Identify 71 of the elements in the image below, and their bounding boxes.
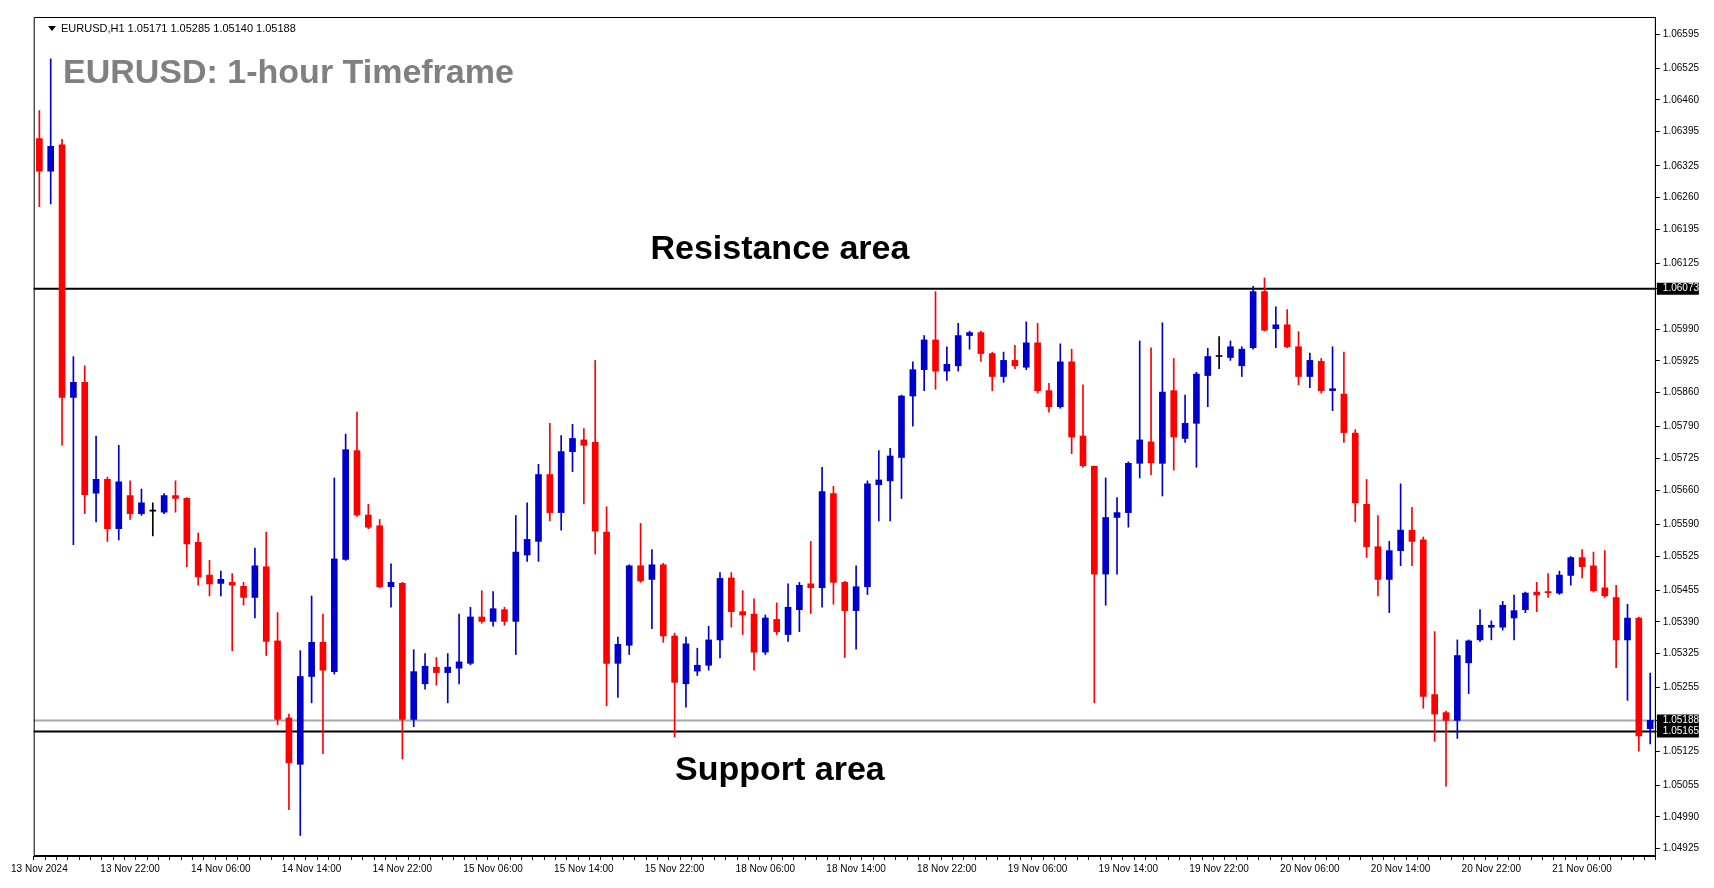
y-tick-label: 1.06073 [1662, 282, 1700, 294]
candlestick [1113, 497, 1121, 575]
x-tick-label: 14 Nov 14:00 [281, 862, 342, 874]
ref-line-label: Resistance area [650, 228, 911, 267]
y-tick-label: 1.06395 [1662, 125, 1700, 137]
candlestick [580, 428, 588, 505]
y-tick-label: 1.06260 [1662, 191, 1700, 203]
x-tick-label: 14 Nov 06:00 [191, 862, 252, 874]
x-tick-label: 18 Nov 14:00 [826, 862, 887, 874]
candlestick [1136, 340, 1144, 479]
x-tick-label: 20 Nov 14:00 [1370, 862, 1431, 874]
y-tick-label: 1.06460 [1662, 93, 1700, 105]
y-tick-label: 1.05055 [1662, 779, 1700, 791]
y-tick-label: 1.05165 [1662, 725, 1700, 737]
y-tick-label: 1.05660 [1662, 483, 1700, 495]
y-tick-label: 1.05525 [1662, 549, 1700, 561]
y-tick-label: 1.06325 [1662, 159, 1700, 171]
candlestick [1601, 550, 1609, 598]
text: EURUSD: 1-hour Timeframe [63, 52, 514, 91]
y-tick-label: 1.05590 [1662, 518, 1700, 530]
x-tick-label: 15 Nov 22:00 [644, 862, 705, 874]
ref-line-label: Support area [675, 748, 886, 787]
y-tick-label: 1.05725 [1662, 452, 1700, 464]
y-tick-label: 1.05325 [1662, 647, 1700, 659]
x-tick-label: 13 Nov 22:00 [100, 862, 161, 874]
y-tick-label: 1.05125 [1662, 744, 1700, 756]
y-tick-label: 1.05255 [1662, 681, 1700, 693]
y-tick-label: 1.06525 [1662, 61, 1700, 73]
candlestick [807, 541, 815, 614]
candlestick [739, 590, 747, 635]
y-tick-label: 1.06595 [1662, 27, 1700, 39]
candlestick [1408, 506, 1416, 567]
candlestick [228, 573, 236, 651]
candlestick [648, 549, 656, 630]
x-tick-label: 14 Nov 22:00 [372, 862, 433, 874]
y-tick-label: 1.06195 [1662, 222, 1700, 234]
y-tick-label: 1.05860 [1662, 386, 1700, 398]
candlestick [1272, 306, 1280, 349]
y-tick-label: 1.05790 [1662, 420, 1700, 432]
candlestick [478, 590, 486, 624]
x-tick-label: 15 Nov 06:00 [463, 862, 524, 874]
x-tick-label: 20 Nov 06:00 [1280, 862, 1341, 874]
x-tick-label: 18 Nov 06:00 [735, 862, 796, 874]
candlestick [47, 58, 55, 205]
candlestick [217, 570, 225, 597]
y-tick-label: 1.05990 [1662, 322, 1700, 334]
x-tick-label: 13 Nov 2024 [11, 862, 69, 874]
candlestick [1215, 336, 1223, 370]
candlestick [1442, 710, 1450, 787]
annotation: EURUSD,H1 1.05171 1.05285 1.05140 1.05188 [61, 22, 296, 34]
x-tick-label: 19 Nov 06:00 [1007, 862, 1068, 874]
x-tick-label: 19 Nov 22:00 [1189, 862, 1250, 874]
x-tick-label: 18 Nov 22:00 [917, 862, 978, 874]
candlestick [1011, 344, 1019, 370]
x-tick-label: 19 Nov 14:00 [1098, 862, 1159, 874]
candlestick [444, 653, 452, 704]
x-tick-label: 21 Nov 06:00 [1552, 862, 1613, 874]
candlestick [1544, 573, 1552, 598]
candlestick [693, 647, 701, 676]
candlestick [875, 450, 883, 522]
x-tick-label: 20 Nov 22:00 [1461, 862, 1522, 874]
candlestick [1510, 594, 1518, 641]
y-tick-label: 1.06125 [1662, 257, 1700, 269]
y-tick-label: 1.05925 [1662, 354, 1700, 366]
y-tick-label: 1.05455 [1662, 583, 1700, 595]
y-tick-label: 1.04990 [1662, 810, 1700, 822]
candlestick [1646, 672, 1654, 745]
y-tick-label: 1.05390 [1662, 615, 1700, 627]
y-tick-label: 1.05188 [1662, 714, 1700, 726]
y-tick-label: 1.04925 [1662, 842, 1700, 854]
x-tick-label: 15 Nov 14:00 [554, 862, 615, 874]
